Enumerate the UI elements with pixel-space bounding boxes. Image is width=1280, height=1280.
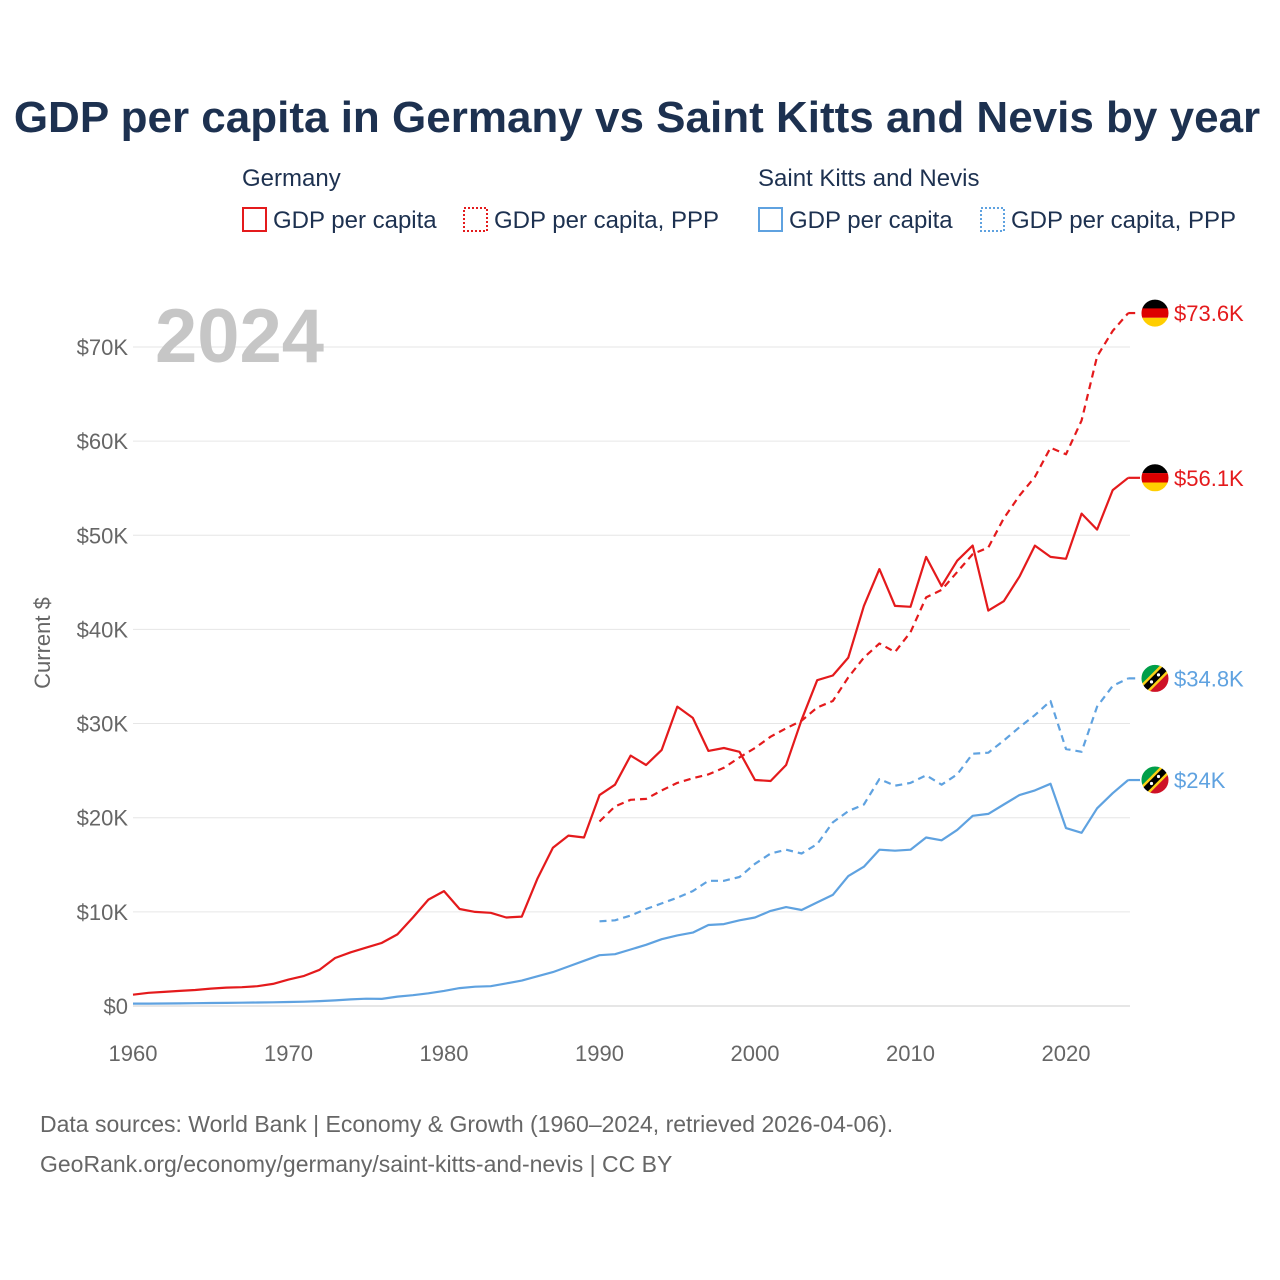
source-line-2: GeoRank.org/economy/germany/saint-kitts-… [40, 1151, 672, 1177]
end-value-label: $34.8K [1174, 666, 1244, 691]
legend-swatch-germany-ppp [463, 207, 488, 232]
y-tick-label: $40K [77, 617, 129, 642]
source-line-1: Data sources: World Bank | Economy & Gro… [40, 1111, 893, 1137]
x-tick-label: 2000 [731, 1041, 780, 1066]
series-lines [132, 311, 1140, 1005]
x-tick-label: 1980 [420, 1041, 469, 1066]
y-tick-label: $10K [77, 900, 129, 925]
y-tick-label: $50K [77, 523, 129, 548]
saint-kitts-flag-icon [1140, 663, 1170, 693]
y-tick-label: $70K [77, 335, 129, 360]
legend-item-germany-ppp: GDP per capita, PPP [494, 207, 719, 234]
germany-flag-icon [1140, 463, 1170, 493]
x-tick-label: 2010 [886, 1041, 935, 1066]
y-tick-label: $30K [77, 712, 129, 737]
end-markers: $56.1K $73.6K $24K $34.8K [1140, 298, 1244, 795]
gridlines [133, 346, 1130, 1007]
y-axis-ticks: $0 $10K $20K $30K $40K $50K $60K $70K [77, 335, 129, 1019]
legend-group-germany: Germany [242, 165, 341, 192]
legend-swatch-skn-gdp [758, 207, 783, 232]
legend-swatch-germany-gdp [242, 207, 267, 232]
x-axis-ticks: 1960 1970 1980 1990 2000 2010 2020 [109, 1041, 1091, 1066]
legend-item-skn-ppp: GDP per capita, PPP [1011, 207, 1236, 234]
y-tick-label: $0 [104, 994, 128, 1019]
x-tick-label: 1960 [109, 1041, 158, 1066]
legend-item-germany-gdp: GDP per capita [273, 207, 437, 234]
year-watermark: 2024 [155, 294, 324, 379]
series-line-germany-solid [132, 476, 1129, 996]
legend-group-skn: Saint Kitts and Nevis [758, 165, 979, 192]
x-tick-label: 2020 [1042, 1041, 1091, 1066]
y-axis-label: Current $ [30, 597, 55, 689]
saint-kitts-flag-icon [1140, 765, 1170, 795]
series-line-skn-solid [133, 779, 1129, 1005]
x-tick-label: 1970 [264, 1041, 313, 1066]
germany-flag-icon [1140, 298, 1170, 328]
legend-item-skn-gdp: GDP per capita [789, 207, 953, 234]
legend: Germany GDP per capita GDP per capita, P… [242, 165, 1236, 234]
chart-title: GDP per capita in Germany vs Saint Kitts… [14, 93, 1260, 142]
end-value-label: $56.1K [1174, 466, 1244, 491]
end-value-label: $24K [1174, 768, 1226, 793]
x-tick-label: 1990 [575, 1041, 624, 1066]
y-tick-label: $20K [77, 806, 129, 831]
legend-swatch-skn-ppp [980, 207, 1005, 232]
end-value-label: $73.6K [1174, 301, 1244, 326]
series-line-skn-dashed [599, 677, 1129, 923]
y-tick-label: $60K [77, 429, 129, 454]
series-line-germany-dashed [598, 312, 1130, 823]
